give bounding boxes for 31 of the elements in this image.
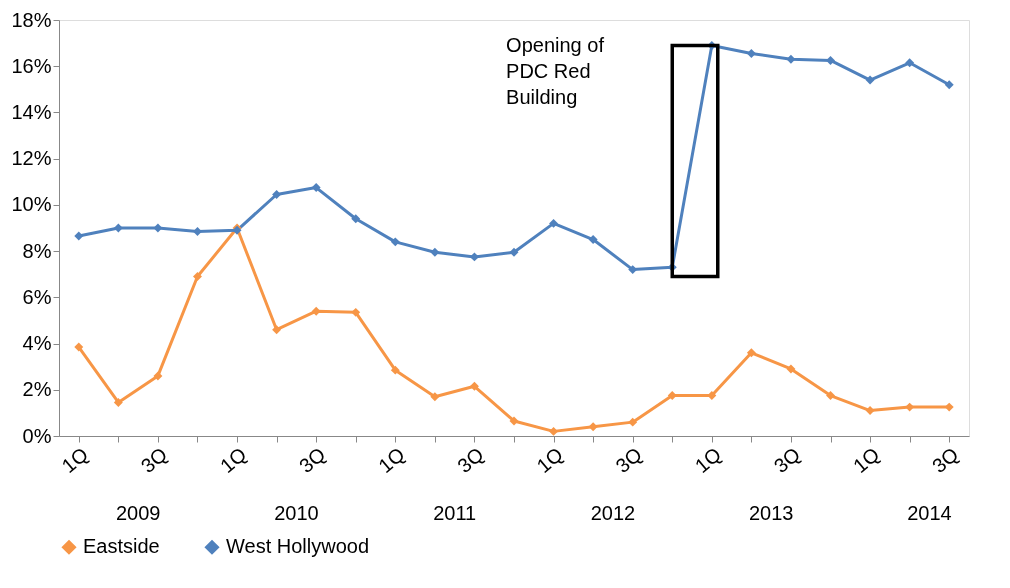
- x-tick-label: 3Q: [927, 442, 963, 477]
- y-tick-label: 8%: [22, 239, 52, 262]
- x-tick-label: 1Q: [848, 442, 884, 477]
- y-tick-label: 18%: [11, 8, 52, 31]
- y-tick-label: 16%: [11, 54, 52, 77]
- x-tick-label: 3Q: [136, 442, 172, 477]
- text: 2011: [433, 502, 477, 524]
- y-tick-label: 4%: [22, 332, 52, 355]
- x-tick-label: 3Q: [611, 442, 647, 477]
- x-tick-label: 1Q: [374, 442, 409, 477]
- x-tick-label: 1Q: [57, 442, 93, 477]
- text: 2012: [590, 502, 636, 524]
- text: 2009: [115, 502, 161, 524]
- y-tick-label: 14%: [11, 100, 52, 123]
- annotation: Opening of PDC Red Building: [506, 34, 605, 109]
- text: 2013: [748, 502, 794, 524]
- text: 2010: [274, 502, 319, 524]
- x-tick-label: 1Q: [532, 442, 567, 477]
- y-tick-label: 0%: [22, 424, 52, 447]
- y-tick-label: 6%: [22, 285, 52, 308]
- y-tick-label: 10%: [11, 193, 52, 216]
- x-tick-label: 1Q: [690, 442, 726, 477]
- legend-label: West Hollywood: [226, 535, 370, 558]
- x-tick-label: 3Q: [294, 442, 330, 477]
- x-tick-label: 1Q: [215, 442, 251, 477]
- x-tick-label: 3Q: [453, 442, 488, 477]
- legend-label: Eastside: [83, 535, 160, 558]
- x-tick-label: 3Q: [769, 442, 805, 477]
- y-tick-label: 2%: [22, 378, 52, 401]
- text: 2014: [907, 502, 952, 524]
- y-tick-label: 12%: [11, 147, 52, 170]
